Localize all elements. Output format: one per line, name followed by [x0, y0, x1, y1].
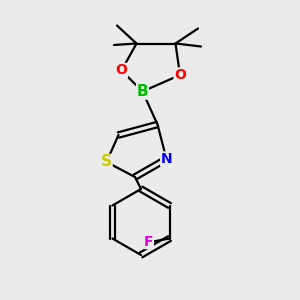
Text: F: F [144, 235, 153, 248]
Text: O: O [174, 68, 186, 82]
Text: S: S [101, 154, 112, 169]
Text: N: N [161, 152, 172, 166]
Text: O: O [116, 64, 128, 77]
Text: B: B [137, 84, 148, 99]
